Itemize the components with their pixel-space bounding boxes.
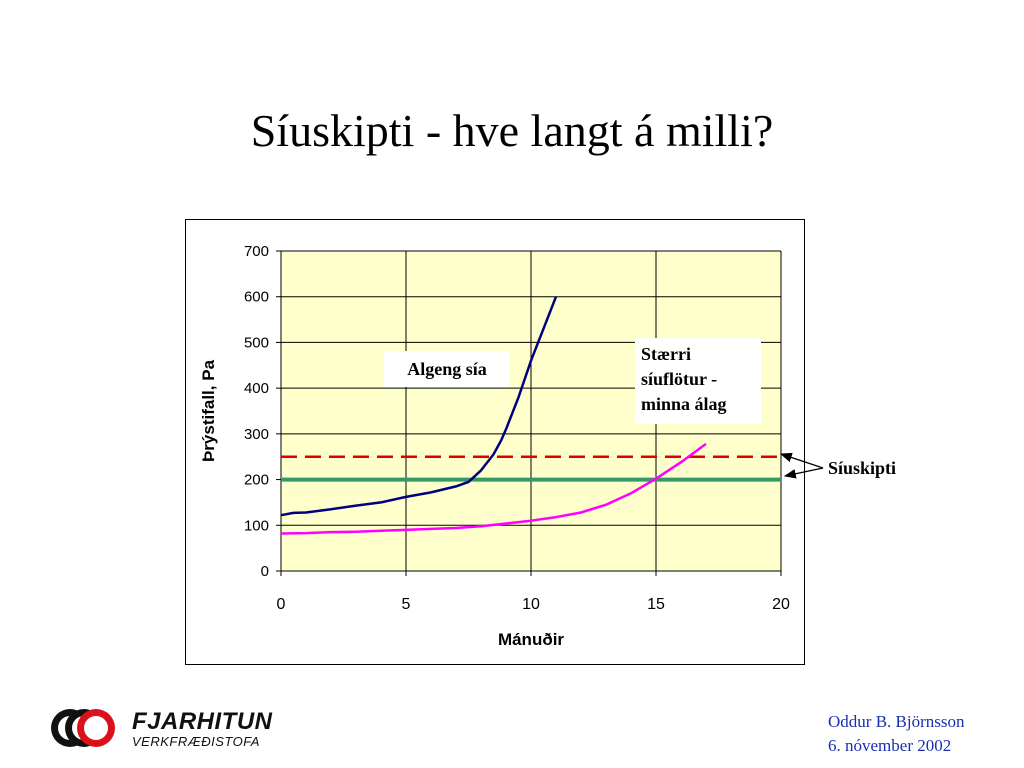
y-tick-label: 500: [244, 334, 269, 351]
y-tick-label: 700: [244, 243, 269, 260]
arrow-to-solid-line: [783, 467, 824, 479]
company-logo-icon: [51, 709, 115, 747]
annotation-line-3: minna álag: [641, 394, 727, 414]
x-tick-label: 5: [402, 596, 411, 613]
side-label-filter-change: Síuskipti: [828, 458, 897, 478]
y-tick-label: 400: [244, 380, 269, 397]
footer: Oddur B. Björnsson 6. nóvember 2002: [828, 710, 964, 758]
y-tick-label: 600: [244, 289, 269, 306]
x-axis-label: Mánuðir: [498, 630, 564, 649]
annotation-larger-filter: Stærri síuflötur - minna álag: [635, 338, 761, 424]
x-tick-label: 20: [772, 596, 790, 613]
y-tick-label: 100: [244, 517, 269, 534]
x-tick-label: 0: [277, 596, 286, 613]
y-tick-label: 200: [244, 472, 269, 489]
y-tick-label: 0: [261, 563, 269, 580]
annotation-line-2: síuflötur -: [641, 369, 718, 389]
y-tick-label: 300: [244, 426, 269, 443]
reference-lines: [281, 455, 781, 482]
company-name: FJARHITUN: [132, 708, 273, 735]
footer-author: Oddur B. Björnsson: [828, 712, 965, 731]
company-subtitle: VERKFRÆÐISTOFA: [132, 734, 260, 749]
footer-date: 6. nóvember 2002: [828, 736, 952, 755]
slide-title: Síuskipti - hve langt á milli?: [250, 105, 774, 156]
arrow-to-dashed-line: [779, 452, 824, 469]
annotation-common-filter: Algeng sía: [384, 351, 510, 387]
series-lines: [280, 296, 707, 535]
axis-ticks: 0 100 200 300 400 500 600 700 0 5 10 15 20: [244, 243, 790, 613]
line-chart: 0 100 200 300 400 500 600 700 0 5 10 15 20 Þrýstifal…: [199, 243, 790, 649]
series-line: [280, 442, 707, 535]
y-axis-label: Þrýstifall, Pa: [199, 359, 218, 462]
annotation-line-1: Stærri: [641, 344, 691, 364]
side-arrows: [779, 452, 824, 479]
chart-frame: 0 100 200 300 400 500 600 700 0 5 10 15 20 Þrýstifal…: [185, 219, 805, 665]
series-line: [280, 296, 558, 517]
x-tick-label: 10: [522, 596, 540, 613]
x-tick-label: 15: [647, 596, 665, 613]
